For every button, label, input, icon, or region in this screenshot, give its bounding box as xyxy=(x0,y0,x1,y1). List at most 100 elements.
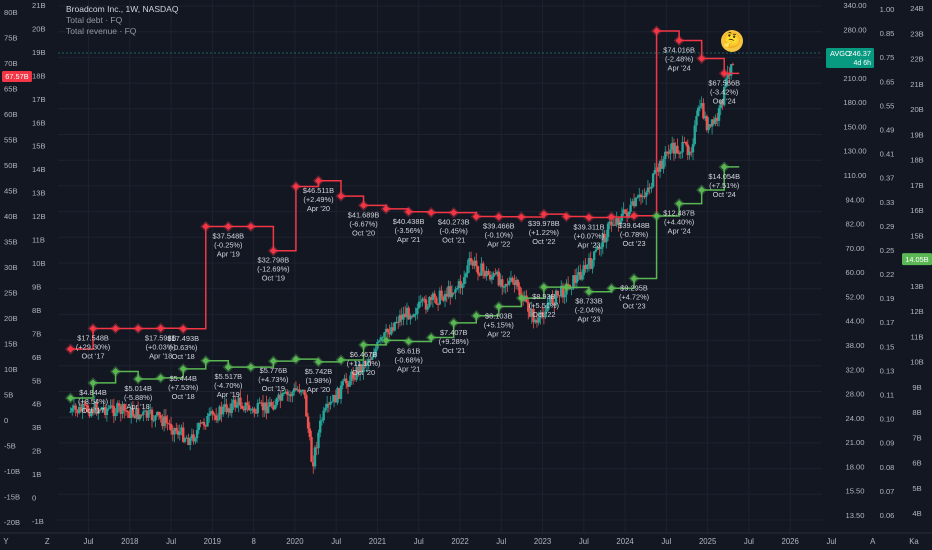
candle-body xyxy=(700,103,703,107)
indicator-debt-label[interactable]: Total debt · FQ xyxy=(66,15,123,25)
left-axis-label: 5B xyxy=(4,391,13,400)
candle-body xyxy=(497,271,500,286)
left-axis-2-label: 10B xyxy=(32,259,46,268)
candle-body xyxy=(528,311,532,317)
candle-body xyxy=(707,124,710,131)
candle-body xyxy=(612,224,615,226)
candle-body xyxy=(540,312,544,315)
candle-body xyxy=(242,408,246,411)
left-axis-2-label: 12B xyxy=(32,212,46,221)
time-axis-label: 2023 xyxy=(534,537,551,546)
data-marker xyxy=(179,325,187,333)
candle-body xyxy=(549,295,553,303)
candle-body xyxy=(247,405,251,411)
symbol-title[interactable]: Broadcom Inc., 1W, NASDAQ xyxy=(66,4,179,14)
debt-series: $17.548B(+29.30%)Oct '17 $17.598B(+0.03%)… xyxy=(64,25,740,361)
candle-body xyxy=(535,320,539,323)
candle-body xyxy=(445,293,448,297)
left-axis-label: 70B xyxy=(4,59,18,68)
candle-body xyxy=(639,194,643,198)
data-label: (+29.30%) xyxy=(76,343,110,352)
data-marker xyxy=(224,222,232,231)
right-axis-price-label: 130.00 xyxy=(843,147,866,156)
candle-body xyxy=(282,393,285,395)
candle-body xyxy=(494,273,497,275)
candle-body xyxy=(131,408,135,416)
candle-body xyxy=(402,313,405,320)
candle-body xyxy=(449,286,452,297)
candle-body xyxy=(211,411,214,415)
data-label: Apr '18 xyxy=(149,351,172,360)
right-axis-price-label: 18.00 xyxy=(845,462,864,471)
data-label: $6.467B xyxy=(350,350,378,359)
data-label: $17.493B xyxy=(167,334,199,343)
candle-body xyxy=(653,169,657,174)
revenue-tag-bg xyxy=(902,253,932,266)
candle-body xyxy=(166,422,169,424)
candle-body xyxy=(280,393,284,401)
data-label: $5.517B xyxy=(215,372,243,381)
data-label: $17.548B xyxy=(77,334,109,343)
data-marker xyxy=(472,312,480,320)
candle-body xyxy=(258,402,261,404)
data-label: Oct '20 xyxy=(352,228,375,237)
left-axis-label: -20B xyxy=(4,518,20,527)
time-axis-label: Jul xyxy=(331,537,341,546)
left-axis-2-label: 20B xyxy=(32,24,46,33)
candle-body xyxy=(119,406,122,414)
candle-body xyxy=(190,434,194,439)
candle-body xyxy=(409,315,412,320)
candle-body xyxy=(606,223,610,238)
data-label: (+2.49%) xyxy=(303,195,333,204)
data-label: (-2.48%) xyxy=(665,55,693,64)
time-axis-label: Jul xyxy=(744,537,754,546)
candle-body xyxy=(182,427,185,442)
data-label: (+0.07%) xyxy=(574,232,604,241)
data-label: $40.273B xyxy=(438,218,470,227)
candle-body xyxy=(374,348,377,356)
data-marker xyxy=(450,319,458,327)
right-axis-2-label: 1.00 xyxy=(880,5,895,14)
candle-body xyxy=(315,447,318,449)
right-axis-2: 1.00 0.85 0.75 0.65 0.55 0.49 0.41 0.37 0.33 0.29… xyxy=(880,5,895,520)
right-axis-price-label: 150.00 xyxy=(843,122,866,131)
data-label: $67.566B xyxy=(708,78,740,87)
left-axis-2-label: 9B xyxy=(32,282,41,291)
candle-body xyxy=(98,409,102,411)
time-axis-label: Jul xyxy=(496,537,506,546)
candle-body xyxy=(138,414,142,420)
candle-body xyxy=(218,406,221,420)
candle-body xyxy=(147,410,150,418)
candle-body xyxy=(617,218,620,225)
right-axis-revenue-label: 6B xyxy=(912,459,921,468)
right-axis-price-label: 13.50 xyxy=(845,511,864,520)
candle-body xyxy=(650,186,653,189)
candle-body xyxy=(636,197,639,199)
time-axis-label: 2026 xyxy=(782,537,799,546)
data-marker xyxy=(269,357,277,365)
right-axis-2-label: 0.55 xyxy=(880,101,895,110)
time-axis-label: 2022 xyxy=(451,537,468,546)
candle-body xyxy=(443,293,447,301)
indicator-revenue-label[interactable]: Total revenue · FQ xyxy=(66,26,137,36)
candle-body xyxy=(365,362,369,366)
candle-body xyxy=(508,280,511,285)
candle-body xyxy=(450,292,454,297)
data-marker xyxy=(202,222,210,231)
candle-body xyxy=(71,407,74,412)
data-marker xyxy=(607,213,616,221)
right-axis-2-label: 0.19 xyxy=(880,294,895,303)
right-axis-2-label: 0.33 xyxy=(880,198,895,207)
candle-body xyxy=(596,247,599,250)
time-axis-label: 2020 xyxy=(286,537,304,546)
candle-body xyxy=(580,275,584,280)
candle-body xyxy=(341,381,344,386)
data-marker xyxy=(292,355,300,363)
left-axis-label: 30B xyxy=(4,263,18,272)
candle-body xyxy=(721,100,724,106)
left-axis-2-label: 1B xyxy=(32,470,41,479)
data-marker xyxy=(427,208,435,217)
right-axis-price-label: 180.00 xyxy=(843,98,866,107)
